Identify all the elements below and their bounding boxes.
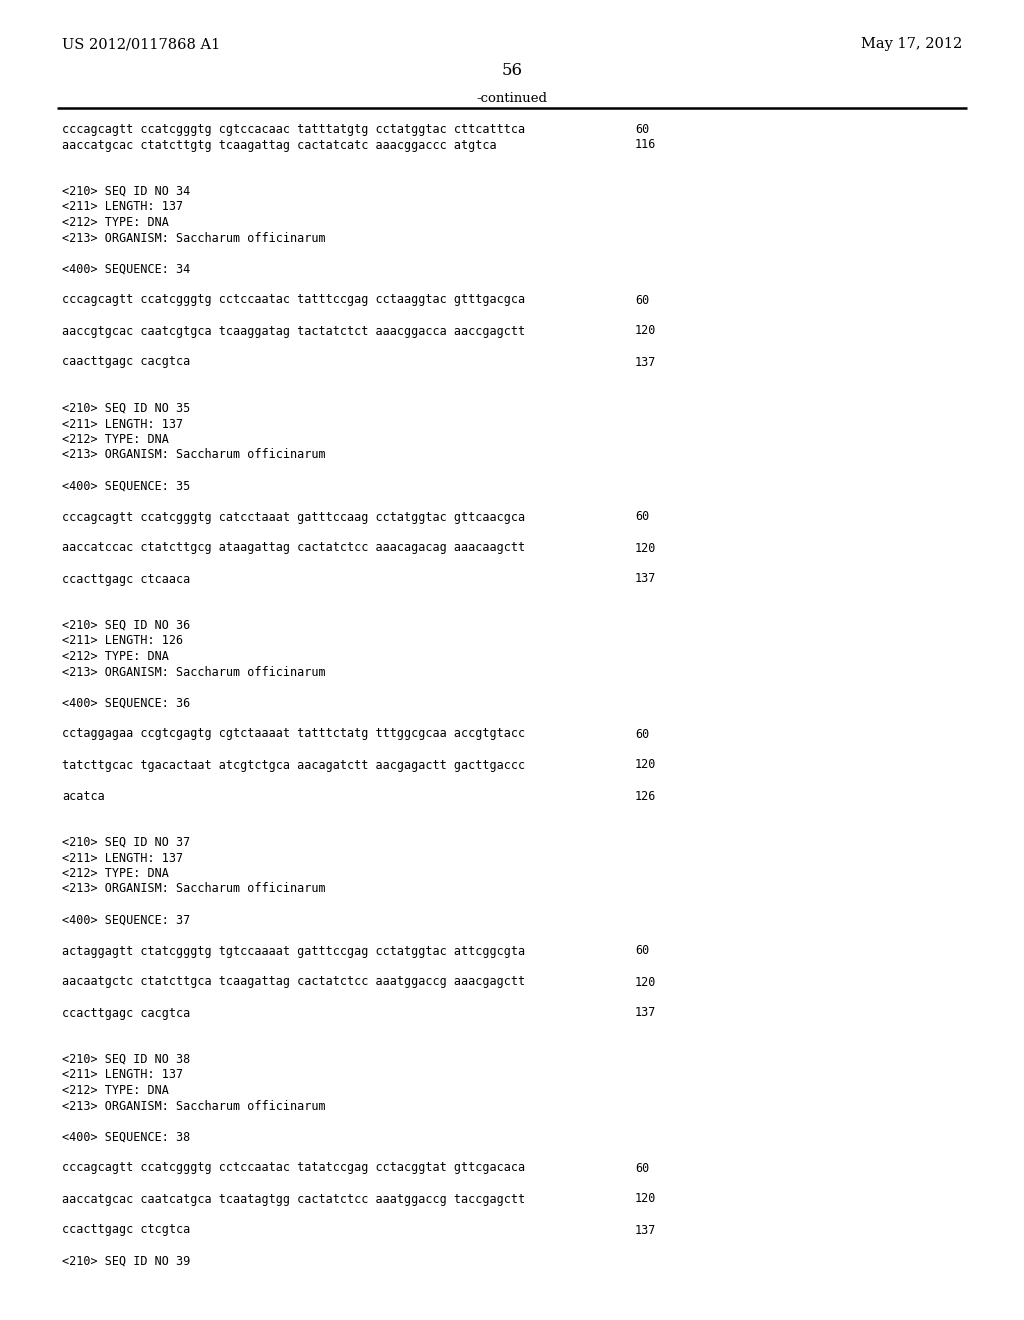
Text: 137: 137 — [635, 1224, 656, 1237]
Text: <400> SEQUENCE: 34: <400> SEQUENCE: 34 — [62, 263, 190, 276]
Text: ccacttgagc ctcaaca: ccacttgagc ctcaaca — [62, 573, 190, 586]
Text: <400> SEQUENCE: 37: <400> SEQUENCE: 37 — [62, 913, 190, 927]
Text: <400> SEQUENCE: 35: <400> SEQUENCE: 35 — [62, 479, 190, 492]
Text: <212> TYPE: DNA: <212> TYPE: DNA — [62, 1084, 169, 1097]
Text: -continued: -continued — [476, 92, 548, 106]
Text: ccacttgagc cacgtca: ccacttgagc cacgtca — [62, 1006, 190, 1019]
Text: aacaatgctc ctatcttgca tcaagattag cactatctcc aaatggaccg aaacgagctt: aacaatgctc ctatcttgca tcaagattag cactatc… — [62, 975, 525, 989]
Text: 126: 126 — [635, 789, 656, 803]
Text: <213> ORGANISM: Saccharum officinarum: <213> ORGANISM: Saccharum officinarum — [62, 883, 326, 895]
Text: <213> ORGANISM: Saccharum officinarum: <213> ORGANISM: Saccharum officinarum — [62, 1100, 326, 1113]
Text: <210> SEQ ID NO 36: <210> SEQ ID NO 36 — [62, 619, 190, 632]
Text: 60: 60 — [635, 511, 649, 524]
Text: <210> SEQ ID NO 38: <210> SEQ ID NO 38 — [62, 1053, 190, 1067]
Text: <212> TYPE: DNA: <212> TYPE: DNA — [62, 216, 169, 228]
Text: cccagcagtt ccatcgggtg cgtccacaac tatttatgtg cctatggtac cttcatttca: cccagcagtt ccatcgggtg cgtccacaac tatttat… — [62, 123, 525, 136]
Text: <213> ORGANISM: Saccharum officinarum: <213> ORGANISM: Saccharum officinarum — [62, 665, 326, 678]
Text: <400> SEQUENCE: 36: <400> SEQUENCE: 36 — [62, 697, 190, 710]
Text: 137: 137 — [635, 1006, 656, 1019]
Text: caacttgagc cacgtca: caacttgagc cacgtca — [62, 355, 190, 368]
Text: <400> SEQUENCE: 38: <400> SEQUENCE: 38 — [62, 1130, 190, 1143]
Text: <211> LENGTH: 126: <211> LENGTH: 126 — [62, 635, 183, 648]
Text: 60: 60 — [635, 293, 649, 306]
Text: 116: 116 — [635, 139, 656, 152]
Text: US 2012/0117868 A1: US 2012/0117868 A1 — [62, 37, 220, 51]
Text: 60: 60 — [635, 945, 649, 957]
Text: acatca: acatca — [62, 789, 104, 803]
Text: cctaggagaa ccgtcgagtg cgtctaaaat tatttctatg tttggcgcaa accgtgtacc: cctaggagaa ccgtcgagtg cgtctaaaat tatttct… — [62, 727, 525, 741]
Text: actaggagtt ctatcgggtg tgtccaaaat gatttccgag cctatggtac attcggcgta: actaggagtt ctatcgggtg tgtccaaaat gatttcc… — [62, 945, 525, 957]
Text: 120: 120 — [635, 975, 656, 989]
Text: 60: 60 — [635, 727, 649, 741]
Text: <212> TYPE: DNA: <212> TYPE: DNA — [62, 867, 169, 880]
Text: tatcttgcac tgacactaat atcgtctgca aacagatctt aacgagactt gacttgaccc: tatcttgcac tgacactaat atcgtctgca aacagat… — [62, 759, 525, 771]
Text: <210> SEQ ID NO 37: <210> SEQ ID NO 37 — [62, 836, 190, 849]
Text: 120: 120 — [635, 541, 656, 554]
Text: May 17, 2012: May 17, 2012 — [861, 37, 962, 51]
Text: <211> LENGTH: 137: <211> LENGTH: 137 — [62, 851, 183, 865]
Text: <210> SEQ ID NO 39: <210> SEQ ID NO 39 — [62, 1254, 190, 1267]
Text: cccagcagtt ccatcgggtg catcctaaat gatttccaag cctatggtac gttcaacgca: cccagcagtt ccatcgggtg catcctaaat gatttcc… — [62, 511, 525, 524]
Text: <213> ORGANISM: Saccharum officinarum: <213> ORGANISM: Saccharum officinarum — [62, 231, 326, 244]
Text: cccagcagtt ccatcgggtg cctccaatac tatatccgag cctacggtat gttcgacaca: cccagcagtt ccatcgggtg cctccaatac tatatcc… — [62, 1162, 525, 1175]
Text: 56: 56 — [502, 62, 522, 79]
Text: 120: 120 — [635, 325, 656, 338]
Text: <212> TYPE: DNA: <212> TYPE: DNA — [62, 649, 169, 663]
Text: 137: 137 — [635, 573, 656, 586]
Text: cccagcagtt ccatcgggtg cctccaatac tatttccgag cctaaggtac gtttgacgca: cccagcagtt ccatcgggtg cctccaatac tatttcc… — [62, 293, 525, 306]
Text: <210> SEQ ID NO 34: <210> SEQ ID NO 34 — [62, 185, 190, 198]
Text: <210> SEQ ID NO 35: <210> SEQ ID NO 35 — [62, 403, 190, 414]
Text: aaccatccac ctatcttgcg ataagattag cactatctcc aaacagacag aaacaagctt: aaccatccac ctatcttgcg ataagattag cactatc… — [62, 541, 525, 554]
Text: <213> ORGANISM: Saccharum officinarum: <213> ORGANISM: Saccharum officinarum — [62, 449, 326, 462]
Text: <212> TYPE: DNA: <212> TYPE: DNA — [62, 433, 169, 446]
Text: 137: 137 — [635, 355, 656, 368]
Text: ccacttgagc ctcgtca: ccacttgagc ctcgtca — [62, 1224, 190, 1237]
Text: <211> LENGTH: 137: <211> LENGTH: 137 — [62, 1068, 183, 1081]
Text: 120: 120 — [635, 1192, 656, 1205]
Text: 60: 60 — [635, 123, 649, 136]
Text: 60: 60 — [635, 1162, 649, 1175]
Text: aaccatgcac caatcatgca tcaatagtgg cactatctcc aaatggaccg taccgagctt: aaccatgcac caatcatgca tcaatagtgg cactatc… — [62, 1192, 525, 1205]
Text: aaccatgcac ctatcttgtg tcaagattag cactatcatc aaacggaccc atgtca: aaccatgcac ctatcttgtg tcaagattag cactatc… — [62, 139, 497, 152]
Text: 120: 120 — [635, 759, 656, 771]
Text: aaccgtgcac caatcgtgca tcaaggatag tactatctct aaacggacca aaccgagctt: aaccgtgcac caatcgtgca tcaaggatag tactatc… — [62, 325, 525, 338]
Text: <211> LENGTH: 137: <211> LENGTH: 137 — [62, 201, 183, 214]
Text: <211> LENGTH: 137: <211> LENGTH: 137 — [62, 417, 183, 430]
